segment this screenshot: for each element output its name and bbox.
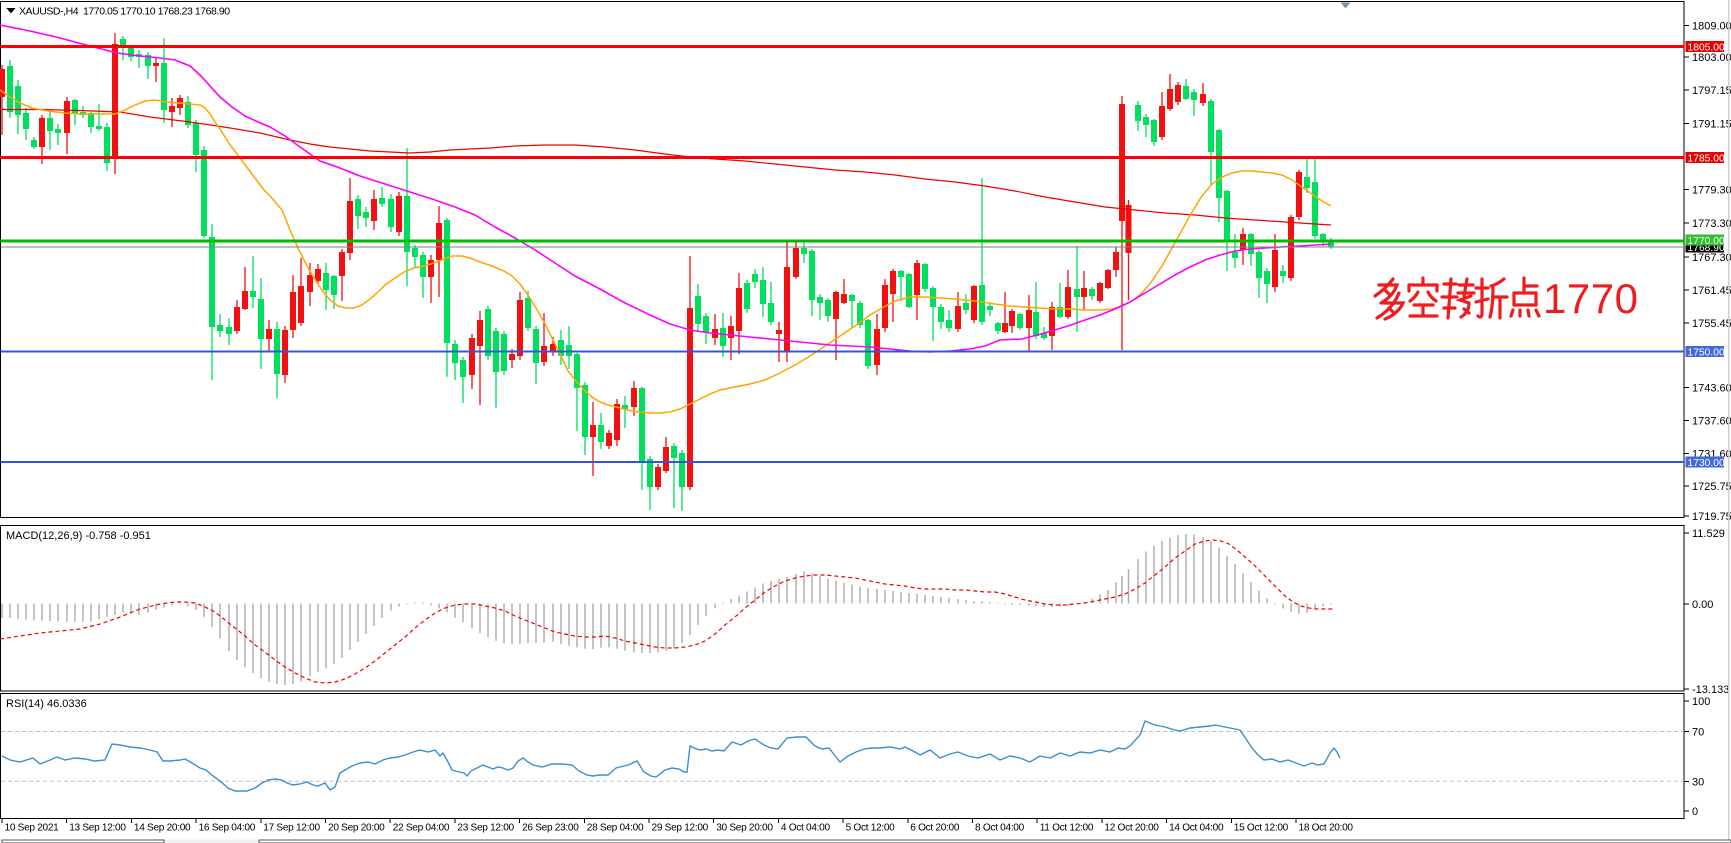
svg-text:23 Sep 12:00: 23 Sep 12:00	[457, 823, 514, 834]
svg-text:5 Oct 12:00: 5 Oct 12:00	[846, 823, 896, 834]
svg-text:1779.30: 1779.30	[1692, 185, 1731, 197]
svg-text:6 Oct 20:00: 6 Oct 20:00	[910, 823, 960, 834]
svg-text:1750.00: 1750.00	[1688, 347, 1725, 358]
svg-text:0.00: 0.00	[1692, 599, 1713, 611]
svg-text:1770: 1770	[1543, 275, 1638, 322]
svg-text:4 Oct 04:00: 4 Oct 04:00	[781, 823, 831, 834]
svg-text:22 Sep 04:00: 22 Sep 04:00	[393, 823, 450, 834]
svg-text:1719.75: 1719.75	[1692, 511, 1731, 523]
svg-text:1761.45: 1761.45	[1692, 285, 1731, 297]
svg-text:17 Sep 12:00: 17 Sep 12:00	[263, 823, 320, 834]
svg-text:28 Sep 04:00: 28 Sep 04:00	[587, 823, 644, 834]
svg-text:1743.60: 1743.60	[1692, 382, 1731, 394]
svg-text:1768.90: 1768.90	[1688, 243, 1725, 254]
svg-text:1755.45: 1755.45	[1692, 318, 1731, 330]
svg-text:1730.00: 1730.00	[1688, 458, 1725, 469]
svg-text:11.529: 11.529	[1692, 528, 1725, 540]
svg-text:1791.15: 1791.15	[1692, 118, 1731, 130]
svg-text:8 Oct 04:00: 8 Oct 04:00	[975, 823, 1025, 834]
svg-text:20 Sep 20:00: 20 Sep 20:00	[328, 823, 385, 834]
svg-text:1737.60: 1737.60	[1692, 416, 1731, 428]
svg-text:1773.30: 1773.30	[1692, 218, 1731, 230]
svg-text:1770.00: 1770.00	[1688, 236, 1725, 247]
svg-text:26 Sep 23:00: 26 Sep 23:00	[522, 823, 579, 834]
svg-text:70: 70	[1692, 727, 1704, 739]
svg-text:-13.133: -13.133	[1692, 684, 1729, 696]
svg-text:16 Sep 04:00: 16 Sep 04:00	[199, 823, 256, 834]
svg-text:18 Oct 20:00: 18 Oct 20:00	[1299, 823, 1354, 834]
svg-text:1767.30: 1767.30	[1692, 252, 1731, 264]
svg-text:10 Sep 2021: 10 Sep 2021	[5, 823, 60, 834]
svg-text:30: 30	[1692, 776, 1704, 788]
svg-text:29 Sep 12:00: 29 Sep 12:00	[652, 823, 709, 834]
svg-text:1805.00: 1805.00	[1688, 42, 1725, 53]
svg-text:1785.00: 1785.00	[1688, 153, 1725, 164]
svg-text:RSI(14) 46.0336: RSI(14) 46.0336	[6, 698, 87, 710]
svg-text:14 Oct 04:00: 14 Oct 04:00	[1169, 823, 1224, 834]
svg-text:XAUUSD-,H4 1770.05 1770.10 17: XAUUSD-,H4 1770.05 1770.10 1768.23 1768.…	[19, 6, 230, 18]
svg-text:MACD(12,26,9) -0.758 -0.951: MACD(12,26,9) -0.758 -0.951	[6, 530, 151, 542]
svg-text:11 Oct 12:00: 11 Oct 12:00	[1040, 823, 1094, 834]
svg-text:14 Sep 20:00: 14 Sep 20:00	[134, 823, 191, 834]
svg-text:30 Sep 20:00: 30 Sep 20:00	[716, 823, 773, 834]
svg-text:1797.15: 1797.15	[1692, 85, 1731, 97]
svg-text:12 Oct 20:00: 12 Oct 20:00	[1104, 823, 1159, 834]
svg-text:1809.00: 1809.00	[1692, 20, 1731, 32]
svg-text:15 Oct 12:00: 15 Oct 12:00	[1234, 823, 1289, 834]
svg-text:1803.00: 1803.00	[1692, 52, 1731, 64]
svg-text:13 Sep 12:00: 13 Sep 12:00	[69, 823, 126, 834]
svg-text:1725.75: 1725.75	[1692, 481, 1731, 493]
svg-text:100: 100	[1692, 696, 1710, 708]
svg-text:0: 0	[1692, 806, 1698, 818]
